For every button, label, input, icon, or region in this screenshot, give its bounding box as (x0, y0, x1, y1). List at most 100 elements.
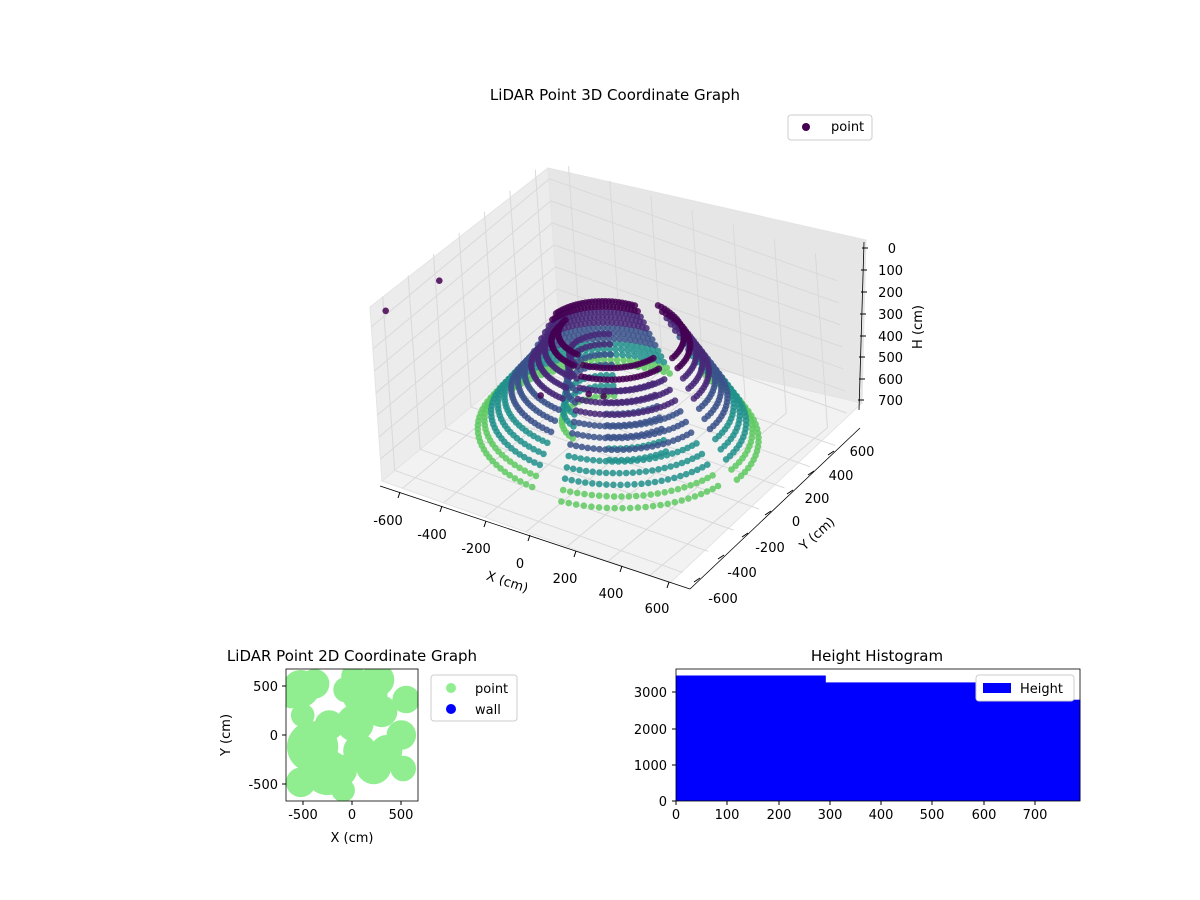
z-tick-label: 200 (878, 286, 903, 301)
legend-histogram-frame (975, 674, 1075, 702)
lidar-point-3d (632, 492, 640, 500)
y-tick-label: 3000 (634, 686, 667, 701)
lidar-point-3d (624, 481, 631, 489)
lidar-point-3d (532, 472, 540, 480)
lidar-point-3d (537, 392, 544, 399)
legend-3d-frame (787, 114, 873, 141)
lidar-point-3d (704, 461, 711, 469)
lidar-point-3d (576, 384, 583, 392)
lidar-point-3d (621, 411, 628, 418)
lidar-point-3d (603, 504, 611, 512)
lidar-point-3d (690, 395, 698, 402)
chart-2d-title: LiDAR Point 2D Coordinate Graph (227, 647, 477, 665)
histogram-title: Height Histogram (811, 647, 943, 665)
lidar-point-3d (661, 489, 668, 496)
lidar-point-3d (634, 308, 641, 315)
lidar-point-3d (657, 501, 664, 509)
legend-2d-label-wall: wall (475, 703, 501, 718)
lidar-point-3d (618, 325, 626, 332)
lidar-point-3d (521, 453, 528, 461)
lidar-point-3d (626, 504, 634, 512)
x-tick-label: 500 (920, 808, 945, 823)
lidar-point-3d (596, 445, 603, 453)
grid-line-3d (773, 239, 787, 414)
lidar-point-3d (522, 481, 530, 488)
lidar-point-3d (580, 420, 588, 428)
y-ticks-2d: 500 0 -500 (248, 680, 286, 793)
y-ticks-3d: -600 -400 -200 0 200 400 600 (693, 445, 874, 607)
lidar-point-2d (365, 695, 398, 728)
lidar-point-3d (658, 477, 665, 485)
lidar-point-3d (612, 423, 619, 430)
lidar-point-3d (627, 422, 635, 429)
lidar-point-3d (506, 471, 513, 479)
x-axis-label-2d: X (cm) (331, 831, 374, 846)
lidar-point-3d (589, 468, 596, 476)
lidar-point-3d (634, 504, 642, 511)
lidar-point-3d (620, 356, 627, 364)
lidar-point-3d (633, 421, 640, 429)
lidar-point-3d (654, 347, 662, 355)
lidar-point-3d (625, 331, 632, 338)
grid-line-3d (374, 222, 841, 372)
lidar-point-3d (649, 443, 656, 450)
lidar-point-3d (626, 446, 633, 453)
z-ticks-3d: 0 100 200 300 400 500 600 700 (858, 242, 903, 409)
lidar-point-3d (635, 433, 642, 440)
lidar-point-2d (299, 669, 330, 699)
lidar-point-3d (625, 352, 632, 359)
lidar-point-3d (612, 345, 619, 353)
lidar-point-3d (671, 474, 678, 482)
x-tick-label: 200 (767, 808, 792, 823)
lidar-point-3d (558, 498, 565, 505)
lidar-point-3d (594, 324, 602, 332)
lidar-point-3d (678, 497, 685, 504)
lidar-point-2d (390, 755, 417, 782)
lidar-point-3d (566, 373, 574, 380)
lidar-point-3d (582, 467, 590, 475)
lidar-point-3d (661, 464, 668, 472)
lidar-point-3d (622, 469, 630, 477)
z-tick-label: 100 (878, 264, 903, 279)
lidar-point-3d (649, 467, 656, 474)
grid-line-3d (483, 211, 497, 386)
lidar-point-3d (614, 324, 621, 332)
lidar-point-3d (610, 493, 618, 500)
lidar-point-3d (678, 459, 686, 467)
lidar-point-3d (569, 435, 576, 442)
lidar-point-3d (530, 445, 537, 453)
lidar-point-3d (695, 405, 703, 413)
lidar-point-2d (386, 720, 417, 750)
lidar-point-3d (575, 419, 583, 427)
lidar-point-3d (618, 346, 625, 353)
lidar-point-3d (571, 454, 578, 461)
lidar-point-3d (600, 330, 608, 338)
lidar-point-3d (617, 340, 624, 348)
lidar-point-3d (640, 456, 647, 464)
lidar-point-3d (547, 428, 555, 436)
lidar-point-3d (622, 341, 630, 349)
lidar-point-3d (562, 384, 570, 391)
lidar-point-3d (631, 481, 638, 488)
lidar-point-3d (654, 441, 662, 449)
lidar-point-3d (610, 481, 617, 489)
y-axis-label-2d: Y (cm) (219, 714, 234, 757)
lidar-point-3d (602, 351, 609, 358)
lidar-point-3d (674, 485, 682, 493)
lidar-point-2d (360, 669, 395, 697)
y-axis-line (689, 427, 861, 590)
lidar-point-3d (641, 364, 648, 372)
x-tick-label: 0 (516, 557, 524, 572)
lidar-point-3d (569, 430, 576, 437)
grid-line-3d (649, 427, 828, 577)
lidar-point-3d (568, 476, 575, 484)
lidar-point-3d (555, 406, 562, 414)
z-tick-label: 600 (878, 373, 903, 388)
legend-3d-label: point (831, 120, 864, 135)
lidar-point-2d (325, 754, 358, 787)
lidar-point-3d (599, 324, 607, 332)
lidar-point-3d (607, 351, 614, 358)
lidar-point-3d (604, 324, 612, 332)
lidar-point-3d (673, 461, 680, 469)
lidar-point-3d (591, 393, 599, 401)
